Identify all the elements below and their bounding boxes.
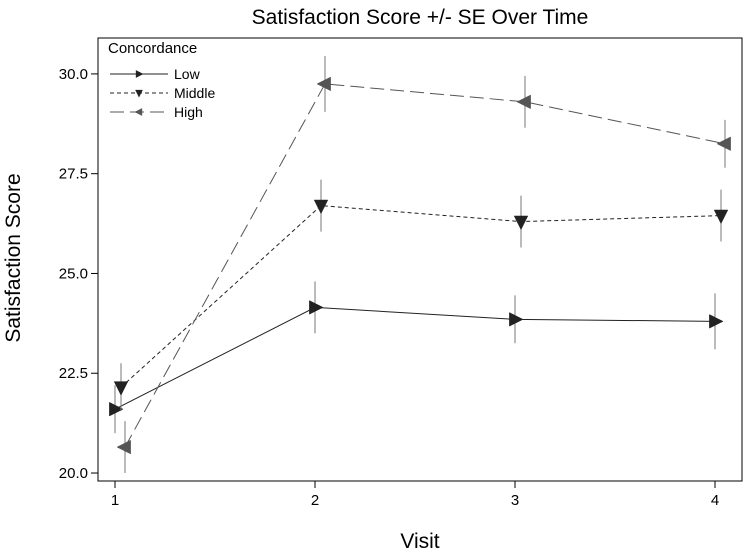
y-tick-label: 27.5 [59, 166, 88, 183]
y-tick-label: 22.5 [59, 365, 88, 382]
series-layer [109, 55, 731, 474]
legend-marker [135, 70, 144, 78]
chart-title: Satisfaction Score +/- SE Over Time [252, 6, 589, 29]
data-point [316, 76, 331, 92]
data-point [109, 401, 124, 417]
data-point [309, 300, 324, 315]
plot-frame [97, 37, 743, 482]
data-point [716, 136, 731, 151]
series-line-high [124, 83, 726, 448]
y-axis-title: Satisfaction Score [2, 173, 25, 342]
y-tick-label: 20.0 [59, 465, 88, 482]
x-tick-label: 1 [111, 492, 119, 509]
legend-items: Low Middle High [110, 66, 215, 120]
data-point [509, 312, 524, 327]
legend-label: Low [174, 66, 201, 82]
x-axis: 1 2 3 4 [111, 481, 719, 509]
x-tick-label: 2 [311, 492, 319, 509]
y-tick-label: 25.0 [59, 265, 88, 282]
data-point [709, 314, 724, 329]
series-line-middle [120, 205, 722, 388]
data-point [116, 439, 131, 455]
y-tick-label: 30.0 [59, 66, 88, 83]
legend-label: High [174, 104, 203, 120]
x-tick-label: 3 [511, 492, 519, 509]
legend: Concordance Low Middle High [108, 40, 215, 120]
series-line-low [114, 306, 716, 410]
data-point [513, 215, 529, 231]
series-middle [113, 179, 729, 412]
legend-item-high: High [110, 104, 203, 120]
y-axis: 20.0 22.5 25.0 27.5 30.0 [59, 66, 98, 482]
legend-title: Concordance [108, 40, 197, 57]
legend-item-low: Low [110, 66, 201, 82]
data-point [713, 209, 729, 225]
data-point [313, 199, 329, 215]
legend-label: Middle [174, 85, 215, 101]
data-point [516, 94, 531, 110]
legend-marker [135, 89, 143, 98]
series-low [109, 281, 724, 434]
legend-item-middle: Middle [110, 85, 215, 101]
series-high [116, 55, 731, 474]
legend-marker [134, 108, 143, 116]
x-axis-title: Visit [400, 530, 439, 553]
x-tick-label: 4 [711, 492, 719, 509]
data-point [113, 381, 129, 396]
